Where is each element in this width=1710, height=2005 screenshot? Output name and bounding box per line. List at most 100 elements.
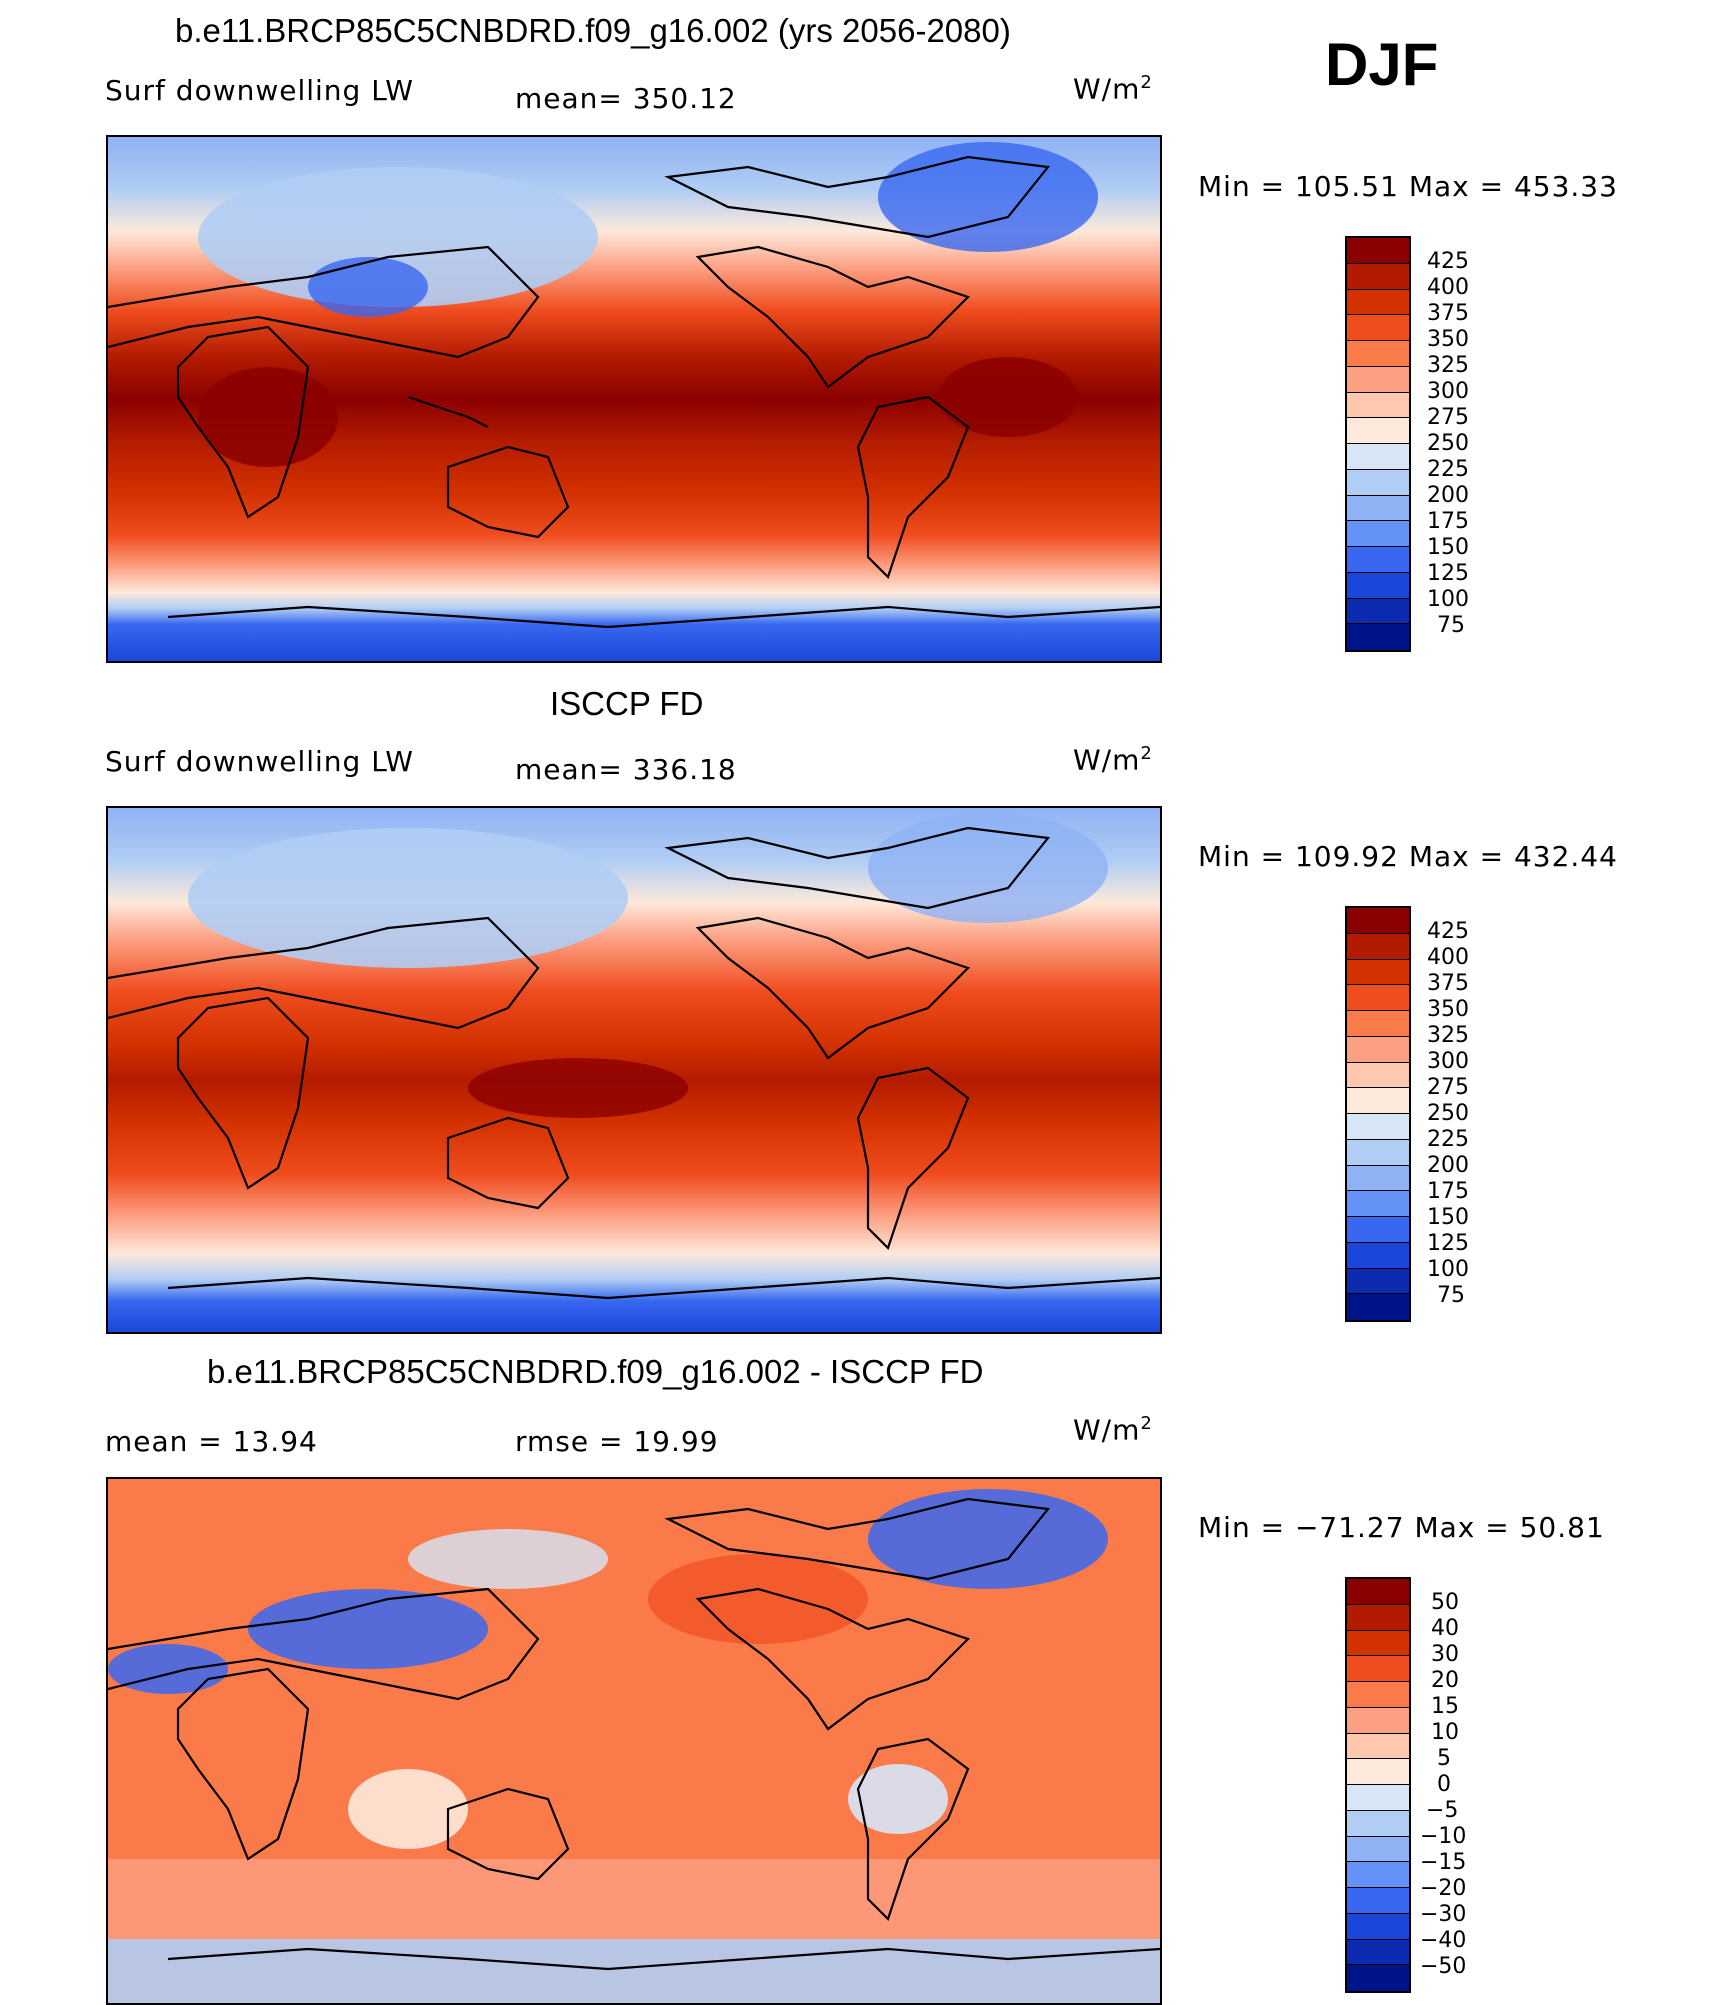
colorbar-swatch	[1347, 1294, 1409, 1320]
colorbar-swatch	[1347, 933, 1409, 960]
panel-title: b.e11.BRCP85C5CNBDRD.f09_g16.002 - ISCCP…	[207, 1353, 984, 1390]
colorbar-swatch	[1347, 1191, 1409, 1217]
colorbar-tick-label: −30	[1420, 1902, 1467, 1927]
colorbar-tick-label: 50	[1431, 1590, 1459, 1615]
colorbar-tick-label: 275	[1427, 1075, 1469, 1100]
colorbar	[1345, 906, 1411, 1322]
colorbar-swatch	[1347, 1682, 1409, 1708]
colorbar-swatch	[1347, 547, 1409, 573]
colorbar-swatch	[1347, 469, 1409, 496]
colorbar-tick-label: 300	[1427, 1049, 1469, 1074]
colorbar-swatch	[1347, 1242, 1409, 1269]
colorbar-swatch	[1347, 1579, 1409, 1605]
colorbar-tick-label: 175	[1427, 509, 1469, 534]
colorbar-swatch	[1347, 1862, 1409, 1888]
colorbar-swatch	[1347, 444, 1409, 470]
colorbar-tick-label: 275	[1427, 405, 1469, 430]
colorbar-tick-label: 75	[1437, 1283, 1465, 1308]
colorbar-swatch	[1347, 1785, 1409, 1811]
units-base: W/m	[1073, 1413, 1141, 1447]
colorbar	[1345, 1577, 1411, 1993]
colorbar-swatch	[1347, 1604, 1409, 1631]
colorbar-tick-label: 150	[1427, 535, 1469, 560]
colorbar-tick-label: 175	[1427, 1179, 1469, 1204]
colorbar-swatch	[1347, 1733, 1409, 1760]
colorbar-tick-label: 375	[1427, 301, 1469, 326]
colorbar-swatch	[1347, 289, 1409, 316]
units-label: W/m2	[1073, 1413, 1153, 1446]
colorbar-tick-label: 350	[1427, 997, 1469, 1022]
colorbar-frame	[1345, 236, 1411, 652]
colorbar-tick-label: −15	[1420, 1850, 1467, 1875]
colorbar-tick-label: 375	[1427, 971, 1469, 996]
colorbar-tick-label: 75	[1437, 613, 1465, 638]
colorbar-swatch	[1347, 1759, 1409, 1785]
units-base: W/m	[1073, 72, 1141, 106]
colorbar-swatch	[1347, 495, 1409, 522]
colorbar-tick-label: 40	[1431, 1616, 1459, 1641]
world-map	[106, 1477, 1162, 2005]
colorbar-tick-label: 400	[1427, 945, 1469, 970]
colorbar-swatch	[1347, 1011, 1409, 1037]
min-max-label: Min = 105.51 Max = 453.33	[1198, 170, 1618, 203]
units-label: W/m2	[1073, 72, 1153, 105]
colorbar	[1345, 236, 1411, 652]
colorbar-swatch	[1347, 521, 1409, 547]
colorbar-tick-label: 100	[1427, 1257, 1469, 1282]
colorbar-tick-label: 225	[1427, 1127, 1469, 1152]
rmse-label: rmse = 19.99	[515, 1425, 719, 1458]
colorbar-tick-label: −40	[1420, 1928, 1467, 1953]
colorbar-tick-label: 10	[1431, 1720, 1459, 1745]
colorbar-swatch	[1347, 263, 1409, 290]
colorbar-tick-label: 125	[1427, 1231, 1469, 1256]
units-superscript: 2	[1140, 72, 1153, 93]
colorbar-swatch	[1347, 1630, 1409, 1657]
variable-label: Surf downwelling LW	[105, 745, 414, 778]
units-superscript: 2	[1140, 1413, 1153, 1434]
colorbar-swatch	[1347, 1810, 1409, 1837]
colorbar-swatch	[1347, 1268, 1409, 1295]
colorbar-swatch	[1347, 238, 1409, 264]
colorbar-tick-label: 15	[1431, 1694, 1459, 1719]
colorbar-tick-label: 400	[1427, 275, 1469, 300]
colorbar-swatch	[1347, 1217, 1409, 1243]
colorbar-tick-label: 250	[1427, 1101, 1469, 1126]
colorbar-swatch	[1347, 1114, 1409, 1140]
colorbar-tick-label: 425	[1427, 919, 1469, 944]
units-label: W/m2	[1073, 743, 1153, 776]
colorbar-swatch	[1347, 624, 1409, 650]
colorbar-swatch	[1347, 1165, 1409, 1192]
colorbar-tick-label: 100	[1427, 587, 1469, 612]
colorbar-swatch	[1347, 1036, 1409, 1063]
colorbar-swatch	[1347, 1707, 1409, 1734]
colorbar-tick-label: 250	[1427, 431, 1469, 456]
colorbar-tick-label: −5	[1426, 1798, 1459, 1823]
panel-title: b.e11.BRCP85C5CNBDRD.f09_g16.002 (yrs 20…	[175, 12, 1011, 49]
colorbar-swatch	[1347, 392, 1409, 419]
units-superscript: 2	[1140, 743, 1153, 764]
colorbar-swatch	[1347, 1965, 1409, 1991]
mean-label: mean= 336.18	[515, 753, 737, 786]
colorbar-tick-label: 0	[1437, 1772, 1451, 1797]
colorbar-swatch	[1347, 985, 1409, 1011]
season-label: DJF	[1325, 31, 1439, 98]
colorbar-tick-label: 225	[1427, 457, 1469, 482]
panel-title: ISCCP FD	[550, 685, 704, 722]
colorbar-swatch	[1347, 315, 1409, 341]
min-max-label: Min = −71.27 Max = 50.81	[1198, 1511, 1605, 1544]
colorbar-swatch	[1347, 341, 1409, 367]
colorbar-tick-label: 425	[1427, 249, 1469, 274]
world-map	[106, 135, 1162, 663]
colorbar-tick-label: 200	[1427, 483, 1469, 508]
colorbar-swatch	[1347, 1656, 1409, 1682]
colorbar-swatch	[1347, 1062, 1409, 1089]
colorbar-swatch	[1347, 1139, 1409, 1166]
colorbar-tick-label: −20	[1420, 1876, 1467, 1901]
colorbar-swatch	[1347, 366, 1409, 393]
colorbar-swatch	[1347, 1913, 1409, 1940]
colorbar-swatch	[1347, 959, 1409, 986]
min-max-label: Min = 109.92 Max = 432.44	[1198, 840, 1618, 873]
colorbar-tick-label: 150	[1427, 1205, 1469, 1230]
colorbar-frame	[1345, 1577, 1411, 1993]
units-base: W/m	[1073, 743, 1141, 777]
